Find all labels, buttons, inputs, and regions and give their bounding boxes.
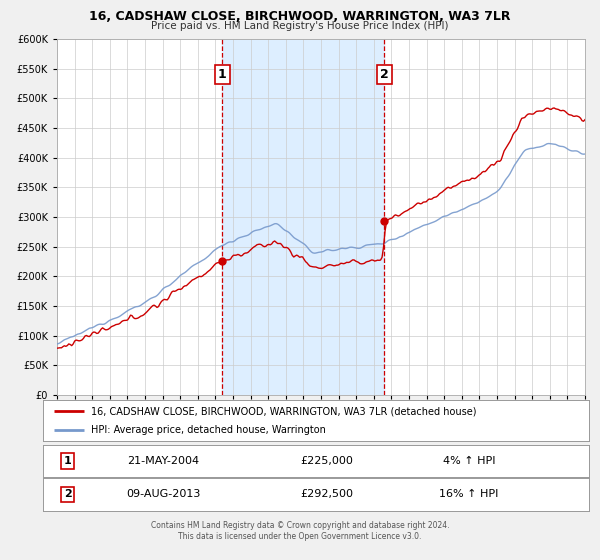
Text: 09-AUG-2013: 09-AUG-2013 [126, 489, 200, 500]
Text: £225,000: £225,000 [301, 456, 353, 466]
Text: HPI: Average price, detached house, Warrington: HPI: Average price, detached house, Warr… [91, 425, 326, 435]
Bar [222, 39, 385, 395]
Text: Price paid vs. HM Land Registry's House Price Index (HPI): Price paid vs. HM Land Registry's House … [151, 21, 449, 31]
Text: 2: 2 [64, 489, 71, 500]
Text: 16, CADSHAW CLOSE, BIRCHWOOD, WARRINGTON, WA3 7LR (detached house): 16, CADSHAW CLOSE, BIRCHWOOD, WARRINGTON… [91, 407, 477, 416]
Text: 2: 2 [380, 68, 389, 81]
Text: Contains HM Land Registry data © Crown copyright and database right 2024.: Contains HM Land Registry data © Crown c… [151, 521, 449, 530]
Text: £292,500: £292,500 [301, 489, 353, 500]
Text: 21-MAY-2004: 21-MAY-2004 [127, 456, 199, 466]
Text: 16, CADSHAW CLOSE, BIRCHWOOD, WARRINGTON, WA3 7LR: 16, CADSHAW CLOSE, BIRCHWOOD, WARRINGTON… [89, 10, 511, 23]
Text: 1: 1 [64, 456, 71, 466]
Text: This data is licensed under the Open Government Licence v3.0.: This data is licensed under the Open Gov… [178, 532, 422, 541]
Text: 16% ↑ HPI: 16% ↑ HPI [439, 489, 499, 500]
Text: 1: 1 [218, 68, 226, 81]
Text: 4% ↑ HPI: 4% ↑ HPI [443, 456, 496, 466]
